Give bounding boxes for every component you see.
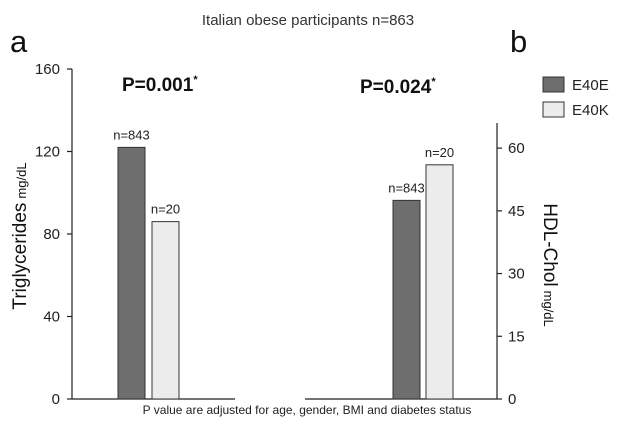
tick-label-right: 0 (508, 391, 516, 408)
tick-label-left: 160 (35, 61, 60, 78)
tick-label-right: 15 (508, 328, 525, 345)
legend-label-e40e: E40E (572, 77, 609, 94)
footnote: P value are adjusted for age, gender, BM… (143, 403, 472, 417)
panel-label-a: a (10, 24, 28, 59)
panel-label-b: b (510, 24, 527, 59)
y-axis-triglycerides: 0 40 80 120 160 (35, 61, 73, 408)
bar-e40k (151, 221, 180, 400)
p-value-a: P=0.001* (122, 74, 198, 96)
tick-label-left: 40 (43, 309, 60, 326)
n-label-e40e: n=843 (113, 127, 150, 142)
legend-swatch-e40k (542, 101, 565, 118)
n-label-e40k: n=20 (425, 145, 454, 160)
y-axis-label-triglycerides: Triglyceridesmg/dL (10, 162, 31, 309)
y-axis-label-hdl-chol: HDL-Cholmg/dL (539, 203, 560, 327)
tick-label-right: 60 (508, 140, 525, 157)
y-axis-hdl-chol: 0 15 30 45 60 (496, 123, 525, 408)
legend-label-e40k: E40K (572, 102, 609, 119)
bar-e40e (117, 146, 146, 400)
tick-label-right: 45 (508, 203, 525, 220)
legend-swatch-e40e (542, 76, 565, 93)
legend: E40E E40K (542, 76, 609, 119)
bars-hdl-chol: n=843 n=20 (388, 145, 454, 400)
tick-label-left: 120 (35, 144, 60, 161)
n-label-e40k: n=20 (151, 202, 180, 217)
tick-label-left: 0 (52, 391, 60, 408)
n-label-e40e: n=843 (388, 180, 425, 195)
bar-e40k (425, 164, 454, 400)
bar-e40e (392, 199, 421, 400)
tick-label-left: 80 (43, 226, 60, 243)
bars-triglycerides: n=843 n=20 (113, 127, 180, 400)
p-value-b: P=0.024* (360, 76, 436, 98)
tick-label-right: 30 (508, 266, 525, 283)
figure-title: Italian obese participants n=863 (202, 12, 414, 29)
